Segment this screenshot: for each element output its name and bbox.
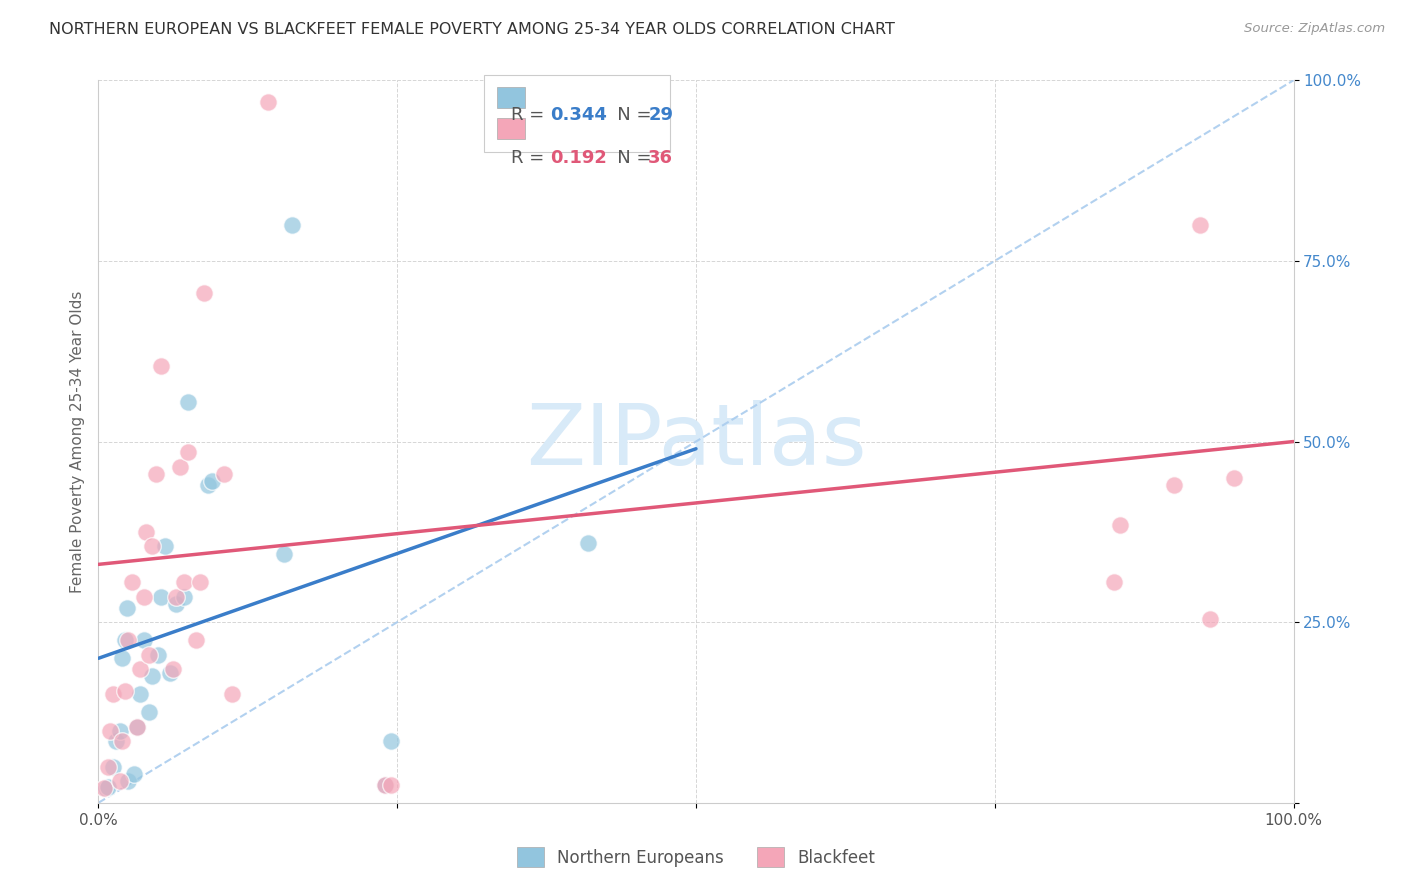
Point [1109,517,1132,532]
Point [117,774,139,789]
Point [129,687,152,701]
Point [380,734,402,748]
Point [1223,470,1246,484]
Point [97,760,120,774]
Point [149,590,172,604]
Text: R =: R = [510,149,555,168]
Point [132,590,155,604]
Point [121,575,143,590]
Point [117,633,139,648]
Point [145,467,167,481]
Point [1163,478,1185,492]
Y-axis label: Female Poverty Among 25-34 Year Olds: Female Poverty Among 25-34 Year Olds [69,291,84,592]
Point [197,478,219,492]
Point [374,778,396,792]
Point [273,547,295,561]
Point [193,286,215,301]
Point [165,590,187,604]
Point [111,651,134,665]
Point [374,778,396,792]
Point [138,706,160,720]
Point [101,760,124,774]
Point [125,720,148,734]
Text: R =: R = [510,106,550,124]
Point [108,774,131,789]
Point [149,359,172,373]
Text: Source: ZipAtlas.com: Source: ZipAtlas.com [1244,22,1385,36]
Point [177,394,200,409]
Point [281,218,304,232]
Point [129,662,152,676]
Point [141,669,163,683]
Point [132,633,155,648]
Point [221,687,243,701]
Text: 0.344: 0.344 [550,106,607,124]
Point [94,781,117,796]
Point [105,734,128,748]
Point [111,734,134,748]
Point [138,648,160,662]
Point [159,665,181,680]
Point [257,95,280,109]
Point [101,687,124,701]
Point [173,575,195,590]
Point [173,590,195,604]
Text: N =: N = [600,106,658,124]
Point [212,467,235,481]
Text: 0.192: 0.192 [550,149,607,168]
Point [135,524,157,539]
Point [108,723,131,738]
Point [177,445,200,459]
Point [155,539,177,553]
Point [169,459,191,474]
Point [97,780,120,794]
Point [141,539,163,553]
Point [201,475,224,489]
Point [162,662,184,676]
Point [1189,218,1212,232]
Point [186,633,208,648]
Text: NORTHERN EUROPEAN VS BLACKFEET FEMALE POVERTY AMONG 25-34 YEAR OLDS CORRELATION : NORTHERN EUROPEAN VS BLACKFEET FEMALE PO… [49,22,896,37]
Point [93,781,115,796]
Legend: Northern Europeans, Blackfeet: Northern Europeans, Blackfeet [517,847,875,867]
Point [125,720,148,734]
Text: 29: 29 [648,106,673,124]
Text: ZIPatlas: ZIPatlas [526,400,866,483]
Point [380,778,402,792]
Point [165,597,187,611]
Point [188,575,211,590]
Text: N =: N = [600,149,658,168]
Point [98,723,122,738]
Point [1104,575,1126,590]
Point [114,633,136,648]
Point [124,767,146,781]
Point [115,600,138,615]
Point [578,535,600,549]
Point [114,683,136,698]
Point [148,648,170,662]
Text: 36: 36 [648,149,673,168]
Point [1199,611,1222,625]
